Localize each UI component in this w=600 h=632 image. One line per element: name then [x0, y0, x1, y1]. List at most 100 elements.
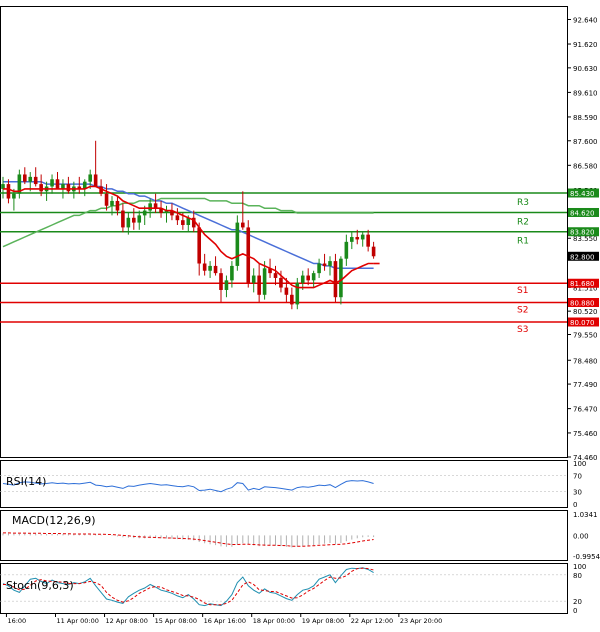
- stoch-k-line: [2, 567, 374, 607]
- candle-body: [142, 210, 147, 216]
- candle-body: [262, 268, 267, 295]
- candle-body: [339, 258, 343, 298]
- level-price-tag-label: 81.680: [570, 280, 595, 288]
- level-price-tag: [568, 278, 599, 288]
- panel-frame-macd: [0, 510, 568, 561]
- level-name-s2: S2: [517, 305, 528, 315]
- candle-body: [66, 184, 71, 192]
- rsi-tick-label: 0: [573, 501, 577, 509]
- macd-tick-label: -0.9954: [573, 553, 600, 561]
- panel-frame-rsi: [0, 460, 568, 508]
- time-tick-label: 23 Apr 20:00: [400, 617, 442, 625]
- stoch-tick-label: 80: [573, 572, 582, 580]
- candle-body: [344, 241, 349, 259]
- candle-body: [55, 179, 60, 189]
- price-tick-label: 83.550: [573, 235, 598, 243]
- candle-body: [208, 265, 212, 271]
- candle-body: [99, 186, 103, 194]
- ma-blue-line: [3, 180, 374, 270]
- candle-body: [197, 227, 201, 264]
- price-tick-label: 79.550: [573, 332, 598, 340]
- time-tick-label: 22 Apr 12:00: [351, 617, 393, 625]
- price-tick-label: 75.460: [573, 430, 598, 438]
- candle-body: [350, 237, 354, 242]
- ma-red-line: [3, 185, 374, 289]
- level-price-tag-label: 83.820: [570, 229, 595, 237]
- candle-body: [279, 277, 283, 288]
- level-name-s1: S1: [517, 286, 528, 296]
- time-tick-label: 16 Apr 16:00: [204, 617, 246, 625]
- candle-body: [175, 215, 180, 221]
- candle-body: [82, 181, 87, 189]
- candle-body: [110, 200, 114, 206]
- level-price-tag-label: 84.620: [570, 209, 595, 217]
- candle-body: [23, 174, 27, 182]
- candle-body: [241, 222, 245, 228]
- candle-body: [12, 193, 16, 199]
- level-price-tag: [568, 227, 599, 237]
- candle-body: [50, 179, 54, 187]
- price-tick-label: 91.620: [573, 41, 598, 49]
- candle-body: [251, 275, 256, 283]
- price-tick-label: 78.480: [573, 357, 598, 365]
- candle-body: [257, 275, 261, 295]
- candle-body: [132, 217, 136, 223]
- candle-body: [1, 184, 5, 189]
- candle-body: [202, 263, 207, 271]
- level-name-r2: R2: [517, 217, 529, 227]
- level-price-tag: [568, 188, 599, 198]
- price-tick-label: 89.610: [573, 89, 598, 97]
- candle-body: [61, 184, 65, 189]
- candle-body: [181, 220, 185, 226]
- candle-body: [290, 294, 294, 305]
- candle-body: [164, 210, 169, 213]
- candle-body: [159, 208, 163, 213]
- candle-body: [246, 227, 251, 283]
- level-price-tag: [568, 207, 599, 217]
- candle-body: [93, 174, 98, 187]
- level-price-tag: [568, 297, 599, 307]
- candle-body: [33, 176, 38, 185]
- time-tick-label: 18 Apr 00:00: [253, 617, 295, 625]
- candle-body: [333, 261, 338, 298]
- level-name-s3: S3: [517, 325, 528, 335]
- candle-body: [77, 186, 82, 189]
- candle-body: [213, 265, 218, 274]
- macd-signal-line: [3, 532, 374, 547]
- price-tick-label: 86.580: [573, 162, 598, 170]
- rsi-label: RSI(14): [6, 475, 46, 488]
- candle-body: [268, 268, 272, 274]
- time-tick-label: 15 Apr 08:00: [155, 617, 197, 625]
- candle-body: [317, 263, 321, 274]
- candle-body: [17, 174, 22, 194]
- price-tick-label: 87.600: [573, 138, 598, 146]
- candle-body: [295, 282, 300, 305]
- rsi-line: [2, 480, 374, 493]
- candle-body: [224, 280, 229, 290]
- candle-body: [366, 234, 370, 247]
- candle-body: [322, 263, 327, 266]
- rsi-tick-label: 100: [573, 460, 586, 468]
- macd-label: MACD(12,26,9): [12, 514, 96, 527]
- level-name-r1: R1: [517, 237, 529, 247]
- time-tick-label: 19 Apr 08:00: [302, 617, 344, 625]
- candle-body: [311, 273, 316, 281]
- candle-body: [170, 210, 174, 216]
- candle-body: [28, 176, 33, 182]
- price-tick-label: 80.520: [573, 308, 598, 316]
- candle-body: [126, 217, 131, 228]
- candle-body: [371, 246, 376, 257]
- level-price-tag-label: 80.880: [570, 299, 595, 307]
- price-tick-label: 92.640: [573, 16, 598, 24]
- price-tick-label: 90.630: [573, 65, 598, 73]
- time-tick-label: 12 Apr 08:00: [106, 617, 148, 625]
- candle-body: [6, 184, 11, 199]
- candle-body: [186, 217, 191, 226]
- candle-body: [39, 184, 43, 192]
- rsi-tick-label: 70: [573, 472, 582, 480]
- macd-tick-label: 0.00: [573, 532, 589, 540]
- candle-body: [104, 193, 109, 206]
- level-price-tag-label: 80.070: [570, 319, 595, 327]
